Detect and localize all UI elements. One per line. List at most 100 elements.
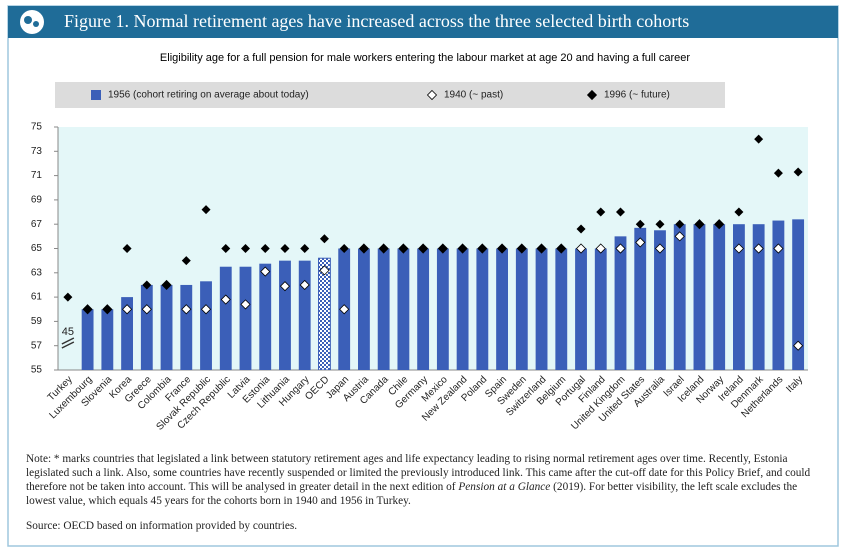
y-tick-label: 57	[31, 340, 43, 351]
bar	[496, 248, 508, 370]
bar	[456, 248, 469, 370]
bar	[792, 219, 805, 370]
marker-1996	[497, 244, 507, 253]
bar	[752, 224, 765, 370]
marker-1996	[714, 219, 724, 229]
marker-1996	[122, 244, 132, 253]
marker-1940	[654, 243, 666, 254]
bar	[614, 236, 627, 370]
y-tick-label: 75	[31, 122, 43, 133]
marker-1996	[438, 244, 448, 253]
bar	[239, 266, 252, 370]
marker-1940	[773, 243, 784, 254]
marker-1940	[615, 243, 626, 254]
marker-1996	[280, 244, 290, 253]
marker-1996	[221, 244, 231, 253]
marker-1940	[279, 281, 291, 292]
bar	[140, 284, 153, 370]
legend-swatch	[426, 89, 438, 101]
note: Note: * marks countries that legislated …	[26, 452, 826, 508]
marker-1996	[556, 244, 566, 253]
legend-label: 1996 (~ future)	[604, 90, 670, 101]
value-label: 45	[62, 326, 74, 338]
bar	[397, 248, 410, 370]
marker-1996	[241, 244, 250, 253]
marker-1996	[477, 244, 487, 253]
legend-swatch	[91, 90, 101, 100]
bar	[654, 230, 666, 370]
bar	[417, 248, 430, 370]
marker-1940	[240, 299, 251, 310]
legend-label: 1956 (cohort retiring on average about t…	[108, 90, 309, 101]
legend-box	[55, 82, 725, 108]
bar	[259, 263, 272, 370]
bar	[733, 224, 745, 370]
y-tick-label: 65	[31, 243, 43, 254]
logo-mark	[33, 21, 39, 27]
marker-1996	[181, 256, 191, 266]
y-tick-label: 63	[31, 267, 43, 278]
y-tick-label: 55	[31, 365, 43, 376]
marker-1940	[595, 243, 606, 254]
bar	[377, 248, 390, 370]
source: Source: OECD based on information provid…	[26, 520, 298, 532]
marker-1940	[220, 294, 231, 305]
bar	[555, 248, 568, 370]
bar	[535, 248, 548, 370]
marker-1996	[142, 280, 152, 290]
marker-1940	[181, 304, 192, 315]
bar	[279, 260, 291, 370]
marker-1940	[122, 304, 133, 315]
bar	[476, 248, 489, 370]
bar	[436, 248, 449, 370]
bar	[693, 224, 706, 370]
marker-1996	[793, 167, 803, 177]
bar	[575, 248, 587, 370]
marker-1996	[596, 207, 606, 217]
y-tick-label: 69	[31, 195, 43, 206]
note-text: Note: * marks countries that legislated …	[26, 453, 811, 493]
marker-1996	[754, 134, 764, 144]
logo	[20, 10, 44, 34]
bar	[318, 257, 331, 370]
marker-1940	[260, 266, 271, 277]
logo-mark	[24, 16, 32, 24]
marker-1940	[635, 237, 646, 248]
marker-1996	[319, 234, 329, 244]
bar	[772, 220, 785, 370]
marker-1996	[616, 207, 625, 217]
bar	[200, 281, 212, 370]
marker-1996	[162, 280, 172, 290]
marker-1996	[63, 292, 73, 302]
marker-1996	[576, 224, 586, 234]
marker-1996	[694, 219, 704, 229]
marker-1940	[793, 340, 804, 351]
bar	[121, 297, 133, 370]
bar	[219, 266, 232, 370]
bar	[713, 224, 726, 370]
marker-1996	[300, 244, 310, 253]
marker-1996	[339, 244, 349, 253]
marker-1996	[675, 219, 685, 229]
bar	[81, 309, 94, 370]
bar	[180, 284, 193, 370]
header-band	[8, 6, 838, 38]
y-tick-label: 71	[31, 170, 43, 181]
bar	[358, 248, 370, 370]
legend-label: 1940 (~ past)	[444, 90, 503, 101]
chart-subtitle: Eligibility age for a full pension for m…	[160, 52, 690, 64]
y-tick-label: 59	[31, 316, 43, 327]
marker-1996	[655, 219, 665, 229]
marker-1940	[200, 304, 212, 315]
marker-1996	[537, 244, 547, 253]
bar	[160, 284, 173, 370]
marker-1996	[260, 244, 270, 253]
x-tick-label: Italy	[784, 374, 805, 395]
legend-swatch	[586, 89, 598, 101]
marker-1996	[359, 244, 369, 253]
marker-1940	[575, 243, 587, 254]
marker-1996	[102, 304, 112, 314]
marker-1996	[418, 244, 428, 253]
